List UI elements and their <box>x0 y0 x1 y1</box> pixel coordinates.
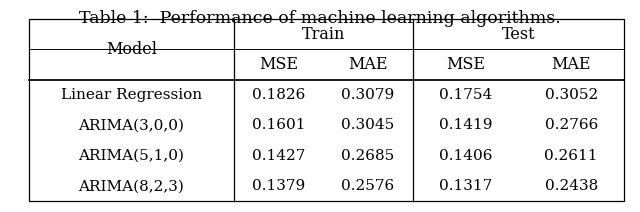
Text: Train: Train <box>301 26 345 43</box>
Text: 0.1379: 0.1379 <box>252 179 305 193</box>
Text: 0.3052: 0.3052 <box>545 88 598 102</box>
Text: Linear Regression: Linear Regression <box>61 88 202 102</box>
Text: Table 1:  Performance of machine learning algorithms.: Table 1: Performance of machine learning… <box>79 10 561 26</box>
Text: 0.2576: 0.2576 <box>341 179 395 193</box>
Text: MAE: MAE <box>552 56 591 73</box>
Text: MAE: MAE <box>348 56 388 73</box>
Text: 0.1406: 0.1406 <box>439 149 492 163</box>
Text: MSE: MSE <box>446 56 485 73</box>
Bar <box>29 19 624 201</box>
Text: 0.1601: 0.1601 <box>252 119 305 132</box>
Text: 0.1826: 0.1826 <box>252 88 305 102</box>
Text: MSE: MSE <box>259 56 298 73</box>
Text: 0.3045: 0.3045 <box>341 119 395 132</box>
Text: 0.2611: 0.2611 <box>545 149 598 163</box>
Text: Model: Model <box>106 41 157 58</box>
Text: 0.2438: 0.2438 <box>545 179 598 193</box>
Text: 0.2766: 0.2766 <box>545 119 598 132</box>
Text: ARIMA(8,2,3): ARIMA(8,2,3) <box>78 179 184 193</box>
Text: 0.3079: 0.3079 <box>341 88 395 102</box>
Text: 0.2685: 0.2685 <box>341 149 395 163</box>
Text: 0.1317: 0.1317 <box>439 179 492 193</box>
Text: 0.1754: 0.1754 <box>439 88 492 102</box>
Text: 0.1427: 0.1427 <box>252 149 305 163</box>
Text: 0.1419: 0.1419 <box>439 119 492 132</box>
Text: ARIMA(3,0,0): ARIMA(3,0,0) <box>78 119 184 132</box>
Text: ARIMA(5,1,0): ARIMA(5,1,0) <box>78 149 184 163</box>
Text: Test: Test <box>502 26 535 43</box>
